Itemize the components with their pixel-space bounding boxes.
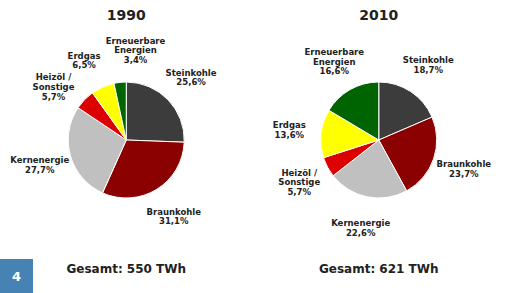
pie: Steinkohle18,7% Braunkohle23,7% Kernenergi… [273, 47, 491, 238]
page-badge: 4 [0, 259, 33, 293]
slice-label-line: 3,4% [124, 55, 148, 65]
slice-label: Kernenergie27,7% [10, 155, 69, 175]
slice-label: ErneuerbareEnergien16,6% [304, 47, 364, 76]
slice-label: Steinkohle18,7% [403, 55, 454, 75]
slice-label: Braunkohle23,7% [437, 159, 492, 179]
slice-label-line: 22,6% [346, 228, 376, 238]
slice-label-line: Kernenergie [331, 218, 390, 228]
slice-label-line: 27,7% [25, 165, 55, 175]
slice-label: Erdgas13,6% [273, 120, 306, 140]
slice-label: ErneuerbareEnergien3,4% [106, 36, 166, 65]
slice-label-line: Steinkohle [403, 55, 454, 65]
slice-label-line: Erdgas [273, 120, 306, 130]
slice-labels: Steinkohle18,7% Braunkohle23,7% Kernenergi… [273, 47, 491, 238]
pie-slice [329, 82, 379, 140]
page-number: 4 [12, 269, 21, 284]
slice-label: Steinkohle25,6% [166, 68, 217, 88]
slice-label: Erdgas6,5% [68, 51, 101, 71]
annotation: Gesamt: 621 TWh [319, 262, 439, 276]
page-badge-bg [0, 259, 33, 293]
slice-label-line: 5,7% [42, 92, 66, 102]
slice-label: Kernenergie22,6% [331, 218, 390, 238]
slice-label-line: Steinkohle [166, 68, 217, 78]
pie-slice [126, 82, 184, 142]
slice-label-line: Heizöl / [281, 168, 317, 178]
slice-label-line: 5,7% [287, 187, 311, 197]
annotation: Gesamt: 550 TWh [66, 262, 186, 276]
slice-label-line: Sonstige [33, 82, 75, 92]
slice-labels: Steinkohle25,6% Braunkohle31,1% Kernenergi… [10, 36, 217, 226]
slices [321, 82, 437, 198]
slices [68, 82, 184, 198]
slice-label-line: 18,7% [413, 65, 443, 75]
slice-label-line: 23,7% [449, 169, 479, 179]
pie: Steinkohle25,6% Braunkohle31,1% Kernenergi… [10, 36, 217, 226]
chart-title: 2010 [359, 7, 398, 23]
slice-label-line: Kernenergie [10, 155, 69, 165]
slice-label-line: 6,5% [72, 60, 96, 70]
slice-label-line: Braunkohle [437, 159, 492, 169]
slice-label: Braunkohle31,1% [146, 207, 201, 227]
chart: 1990Steinkohle25,6%Braunkohle31,1%Kernen… [0, 0, 505, 293]
slice-label-line: 25,6% [176, 77, 206, 87]
pie-slice [114, 82, 126, 140]
slice-label-line: 16,6% [320, 66, 350, 76]
slice-label-line: Erneuerbare [304, 47, 364, 57]
slice-label-line: 31,1% [159, 216, 189, 226]
slice-label-line: 13,6% [275, 130, 305, 140]
slice-label: Heizöl /Sonstige5,7% [278, 168, 320, 197]
slice-label-line: Sonstige [278, 177, 320, 187]
chart-title: 1990 [107, 7, 146, 23]
slice-label-line: Erneuerbare [106, 36, 166, 46]
slice-label-line: Energien [114, 45, 157, 55]
slice-label-line: Braunkohle [146, 207, 201, 217]
slice-label: Heizöl /Sonstige5,7% [33, 72, 75, 101]
slice-label-line: Energien [313, 57, 356, 67]
slice-label-line: Erdgas [68, 51, 101, 61]
slice-label-line: Heizöl / [36, 72, 72, 82]
